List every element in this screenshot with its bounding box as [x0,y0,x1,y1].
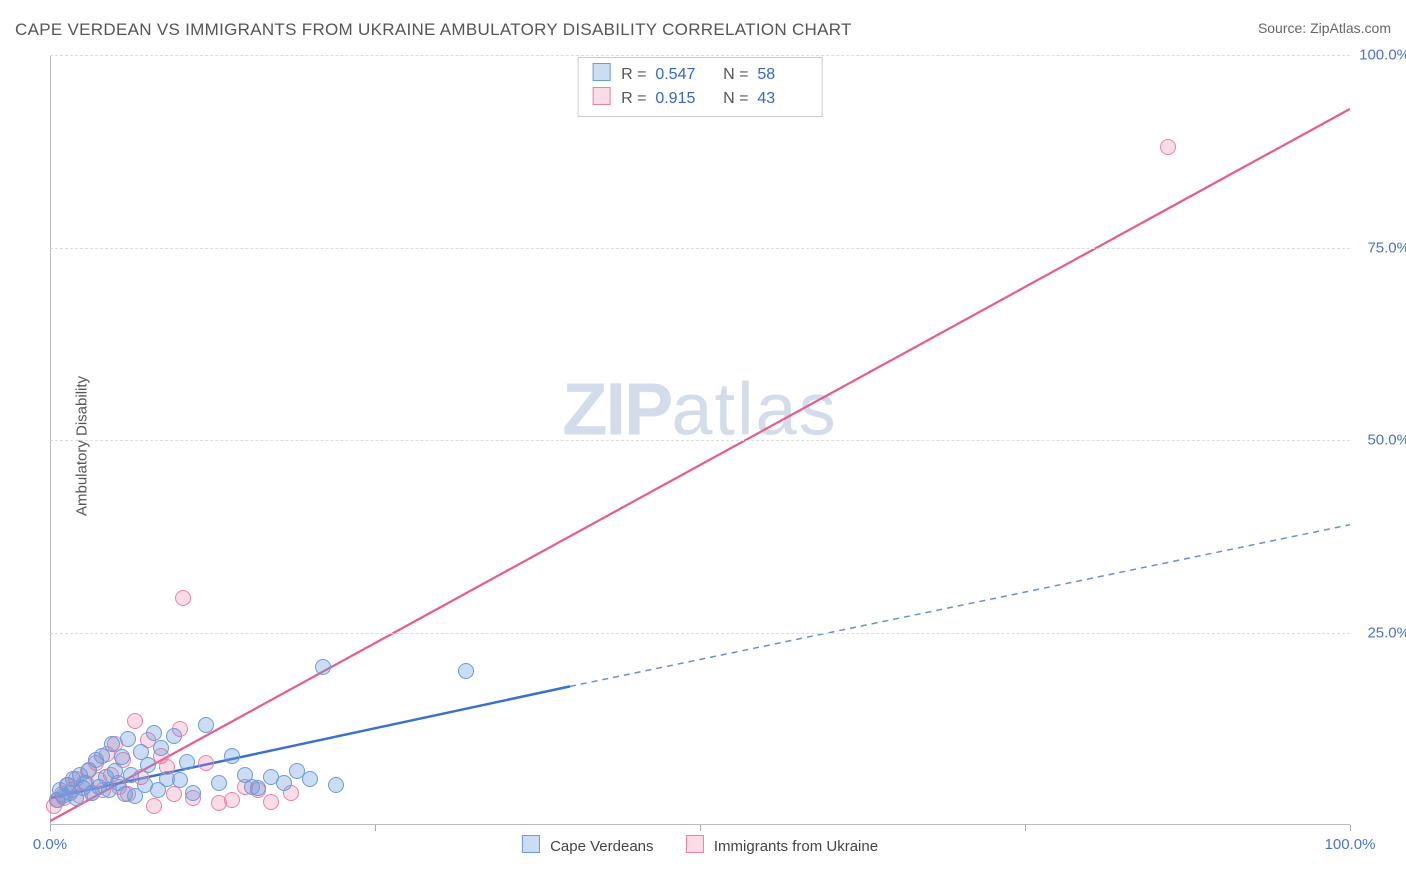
swatch-blue [522,835,540,853]
scatter-dot-blue [458,663,474,679]
scatter-dot-blue [224,748,240,764]
scatter-dot-pink [127,713,143,729]
chart-container: CAPE VERDEAN VS IMMIGRANTS FROM UKRAINE … [0,0,1406,892]
scatter-dot-blue [146,725,162,741]
regression-line [50,109,1350,821]
scatter-dot-blue [172,772,188,788]
swatch-pink [686,835,704,853]
scatter-dot-pink [263,794,279,810]
source-label: Source: ZipAtlas.com [1258,20,1391,36]
gridline-h [50,248,1350,249]
scatter-dot-blue [328,777,344,793]
scatter-dot-pink [146,798,162,814]
x-tick [1025,825,1026,831]
y-tick-label: 100.0% [1359,47,1406,64]
scatter-dot-blue [123,767,139,783]
watermark-bold: ZIP [562,368,671,451]
chart-title: CAPE VERDEAN VS IMMIGRANTS FROM UKRAINE … [15,20,852,40]
x-tick [375,825,376,831]
n-label: N = [723,90,753,107]
n-value-pink: 43 [757,87,807,111]
watermark-rest: atlas [671,368,837,451]
gridline-h [50,633,1350,634]
r-label: R = [621,66,651,83]
legend-label-pink: Immigrants from Ukraine [714,838,878,855]
scatter-dot-pink [224,792,240,808]
scatter-dot-blue [302,771,318,787]
scatter-dot-blue [185,785,201,801]
legend-item-blue: Cape Verdeans [522,835,654,855]
scatter-dot-blue [140,757,156,773]
scatter-dot-blue [179,754,195,770]
n-value-blue: 58 [757,63,807,87]
y-tick-label: 50.0% [1367,432,1406,449]
scatter-dot-pink [198,755,214,771]
scatter-dot-blue [153,740,169,756]
scatter-dot-pink [166,786,182,802]
scatter-dot-blue [198,717,214,733]
x-tick-label: 0.0% [33,836,67,853]
legend-label-blue: Cape Verdeans [550,838,653,855]
plot-area: ZIPatlas R = 0.547 N = 58 R = 0.915 N = … [50,55,1350,825]
x-tick [1350,825,1351,831]
stats-legend-box: R = 0.547 N = 58 R = 0.915 N = 43 [578,57,823,117]
stats-row-pink: R = 0.915 N = 43 [593,87,808,111]
scatter-dot-pink [1160,139,1176,155]
y-tick-label: 75.0% [1367,239,1406,256]
r-value-blue: 0.547 [655,63,705,87]
gridline-h [50,55,1350,56]
swatch-blue [593,63,611,81]
stats-row-blue: R = 0.547 N = 58 [593,63,808,87]
n-label: N = [723,66,753,83]
r-label: R = [621,90,651,107]
y-tick-label: 25.0% [1367,624,1406,641]
regression-line [570,525,1350,687]
scatter-dot-blue [250,780,266,796]
x-tick [700,825,701,831]
scatter-dot-blue [166,728,182,744]
scatter-dot-blue [114,749,130,765]
scatter-dot-blue [211,775,227,791]
scatter-dot-blue [276,775,292,791]
scatter-dot-pink [175,590,191,606]
gridline-h [50,440,1350,441]
x-tick [50,825,51,831]
bottom-legend: Cape Verdeans Immigrants from Ukraine [508,835,892,855]
watermark: ZIPatlas [562,367,837,452]
scatter-dot-blue [120,731,136,747]
legend-item-pink: Immigrants from Ukraine [686,835,878,855]
scatter-dot-blue [315,659,331,675]
swatch-pink [593,87,611,105]
x-tick-label: 100.0% [1325,836,1376,853]
r-value-pink: 0.915 [655,87,705,111]
